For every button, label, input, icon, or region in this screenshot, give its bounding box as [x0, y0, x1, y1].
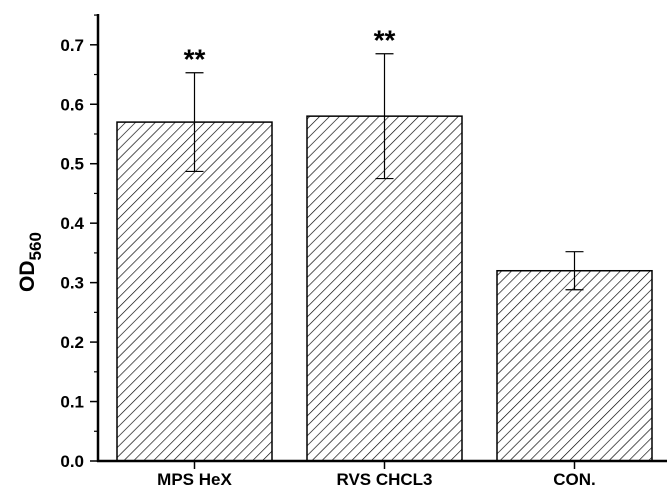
y-tick-label-6: 0.6	[60, 95, 84, 114]
x-tick-label-1: MPS HeX	[157, 470, 232, 489]
y-axis-title-subscript: 560	[26, 232, 45, 260]
significance-mark-1: **	[184, 44, 206, 75]
error-bars-layer	[185, 53, 584, 291]
y-tick-label-0: 0.0	[60, 452, 84, 471]
bar-1	[116, 121, 273, 462]
y-tick-label-7: 0.7	[60, 36, 84, 55]
y-tick-label-5: 0.5	[60, 155, 84, 174]
y-axis-ticks: 0.0 0.1 0.2 0.3 0.4 0.5 0.6 0.7	[60, 14, 98, 471]
y-tick-label-2: 0.2	[60, 333, 84, 352]
x-tick-label-3: CON.	[553, 470, 596, 489]
y-tick-label-4: 0.4	[60, 214, 84, 233]
significance-layer: ** **	[184, 25, 396, 75]
y-axis-title: OD560	[16, 232, 45, 292]
x-tick-label-2: RVS CHCL3	[336, 470, 432, 489]
bar-3	[496, 269, 653, 462]
y-tick-label-1: 0.1	[60, 393, 84, 412]
y-tick-label-3: 0.3	[60, 274, 84, 293]
y-axis-title-main: OD	[16, 260, 39, 292]
x-axis-labels: MPS HeX RVS CHCL3 CON.	[157, 461, 596, 489]
significance-mark-2: **	[374, 25, 396, 56]
